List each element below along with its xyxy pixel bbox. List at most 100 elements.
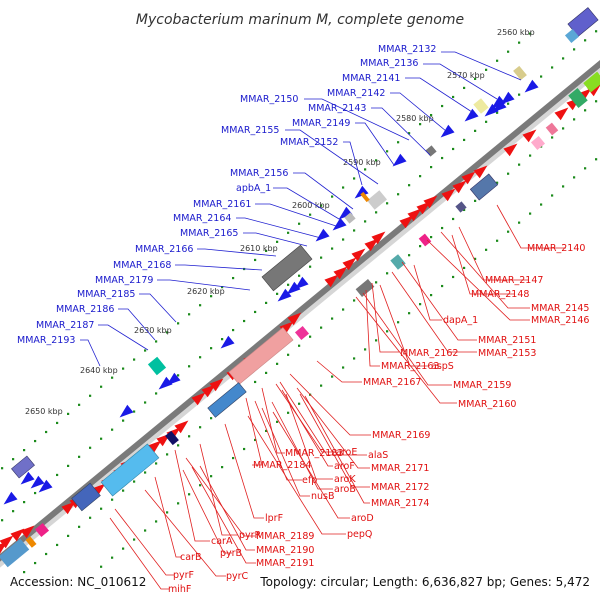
gene-label[interactable]: MMAR_2146 (531, 315, 589, 326)
forward-gene-arrow[interactable] (279, 318, 296, 335)
gene-label[interactable]: nusB (311, 491, 335, 502)
forward-gene-arrow[interactable] (147, 437, 164, 454)
reverse-gene-arrow[interactable] (155, 376, 173, 393)
forward-gene-arrow[interactable] (342, 254, 359, 271)
gene-label[interactable]: MMAR_2159 (453, 380, 511, 391)
forward-gene-arrow[interactable] (473, 162, 490, 179)
forward-gene-arrow[interactable] (452, 177, 469, 194)
gene-block[interactable] (390, 254, 406, 270)
reverse-gene-arrow[interactable] (497, 91, 515, 108)
reverse-gene-arrow[interactable] (329, 217, 347, 234)
gene-label[interactable]: MMAR_2186 (56, 304, 114, 315)
gene-block[interactable] (473, 98, 489, 114)
gene-block[interactable] (34, 522, 50, 538)
reverse-gene-arrow[interactable] (488, 95, 506, 112)
gene-block[interactable] (425, 145, 437, 157)
gene-block[interactable] (469, 173, 499, 201)
gene-label[interactable]: pyrF (173, 570, 194, 581)
forward-gene-arrow[interactable] (399, 212, 416, 229)
reverse-gene-arrow[interactable] (283, 281, 301, 298)
forward-gene-arrow[interactable] (0, 538, 11, 555)
gene-label[interactable]: pyrR (239, 530, 262, 541)
gene-label[interactable]: MMAR_2150 (240, 94, 298, 105)
reverse-gene-arrow[interactable] (461, 108, 479, 125)
forward-gene-arrow[interactable] (522, 126, 539, 143)
gene-label[interactable]: MMAR_2172 (371, 482, 429, 493)
gene-label[interactable]: MMAR_2136 (360, 58, 418, 69)
gene-label[interactable]: MMAR_2169 (372, 430, 430, 441)
gene-label[interactable]: MMAR_2143 (308, 103, 366, 114)
forward-gene-arrow[interactable] (407, 205, 424, 222)
reverse-gene-arrow[interactable] (274, 288, 292, 305)
reverse-gene-arrow[interactable] (335, 206, 353, 223)
gene-label[interactable]: aroF (334, 461, 355, 472)
gene-block[interactable] (455, 201, 467, 213)
reverse-gene-arrow[interactable] (481, 103, 499, 120)
gene-block[interactable] (207, 382, 247, 418)
gene-label[interactable]: efp (302, 475, 317, 486)
reverse-gene-arrow[interactable] (35, 479, 53, 496)
forward-gene-arrow[interactable] (503, 140, 520, 157)
gene-block[interactable] (294, 325, 310, 341)
gene-label[interactable]: MMAR_2152 (280, 137, 338, 148)
forward-gene-arrow[interactable] (441, 185, 458, 202)
gene-block[interactable] (71, 482, 101, 512)
reverse-gene-arrow[interactable] (437, 124, 455, 141)
gene-label[interactable]: MMAR_2142 (327, 88, 385, 99)
gene-label[interactable]: aroB (334, 484, 356, 495)
gene-block[interactable] (568, 88, 588, 108)
gene-label[interactable]: MMAR_2153 (478, 348, 536, 359)
reverse-gene-arrow[interactable] (27, 475, 45, 492)
forward-gene-arrow[interactable] (371, 228, 388, 245)
forward-gene-arrow[interactable] (324, 271, 341, 288)
reverse-gene-arrow[interactable] (312, 228, 330, 245)
gene-label[interactable]: MMAR_2187 (36, 320, 94, 331)
gene-label[interactable]: MMAR_2132 (378, 44, 436, 55)
gene-label[interactable]: MMAR_2185 (77, 289, 135, 300)
reverse-gene-arrow[interactable] (351, 185, 369, 202)
gene-label[interactable]: MMAR_2171 (371, 463, 429, 474)
forward-gene-arrow[interactable] (10, 525, 27, 542)
forward-gene-arrow[interactable] (201, 381, 218, 398)
gene-label[interactable]: MMAR_2147 (485, 275, 543, 286)
gene-label[interactable]: MMAR_2162 (400, 348, 458, 359)
forward-gene-arrow[interactable] (461, 168, 478, 185)
gene-label[interactable]: carB (180, 552, 201, 563)
gene-label[interactable]: MMAR_2190 (256, 545, 314, 556)
gene-label[interactable]: MMAR_2163 (381, 361, 439, 372)
gene-block[interactable] (418, 233, 432, 247)
gene-label[interactable]: apbA_1 (236, 183, 271, 194)
forward-gene-arrow[interactable] (577, 85, 594, 102)
forward-gene-arrow[interactable] (351, 245, 368, 262)
reverse-gene-arrow[interactable] (0, 491, 18, 508)
gene-label[interactable]: MMAR_2161 (193, 199, 251, 210)
gene-block[interactable] (0, 538, 30, 568)
reverse-gene-arrow[interactable] (291, 276, 309, 293)
gene-label[interactable]: alaS (368, 450, 388, 461)
forward-gene-arrow[interactable] (333, 263, 350, 280)
gene-block[interactable] (11, 455, 35, 479)
gene-block[interactable] (165, 430, 179, 446)
gene-label[interactable]: MMAR_2155 (221, 125, 279, 136)
gene-label[interactable]: MMAR_2166 (135, 244, 193, 255)
gene-label[interactable]: aroE (336, 447, 357, 458)
reverse-gene-arrow[interactable] (17, 471, 35, 488)
gene-label[interactable]: MMAR_2179 (95, 275, 153, 286)
gene-block[interactable] (147, 356, 167, 376)
gene-label[interactable]: MMAR_2148 (471, 289, 529, 300)
gene-label[interactable]: MMAR_2191 (256, 558, 314, 569)
gene-block[interactable] (344, 212, 356, 224)
gene-label[interactable]: aspS (431, 361, 454, 372)
forward-gene-arrow[interactable] (587, 80, 600, 97)
gene-block[interactable] (261, 244, 313, 292)
gene-label[interactable]: MMAR_2151 (478, 335, 536, 346)
gene-label[interactable]: mihF (168, 584, 191, 595)
gene-label[interactable]: MMAR_2156 (230, 168, 288, 179)
forward-gene-arrow[interactable] (191, 389, 208, 406)
gene-label[interactable]: MMAR_2167 (363, 377, 421, 388)
gene-label[interactable]: MMAR_2168 (113, 260, 171, 271)
gene-label[interactable]: MMAR_2141 (342, 73, 400, 84)
gene-label[interactable]: MMAR_2174 (371, 498, 429, 509)
gene-block[interactable] (545, 122, 559, 136)
gene-block[interactable] (228, 327, 294, 385)
